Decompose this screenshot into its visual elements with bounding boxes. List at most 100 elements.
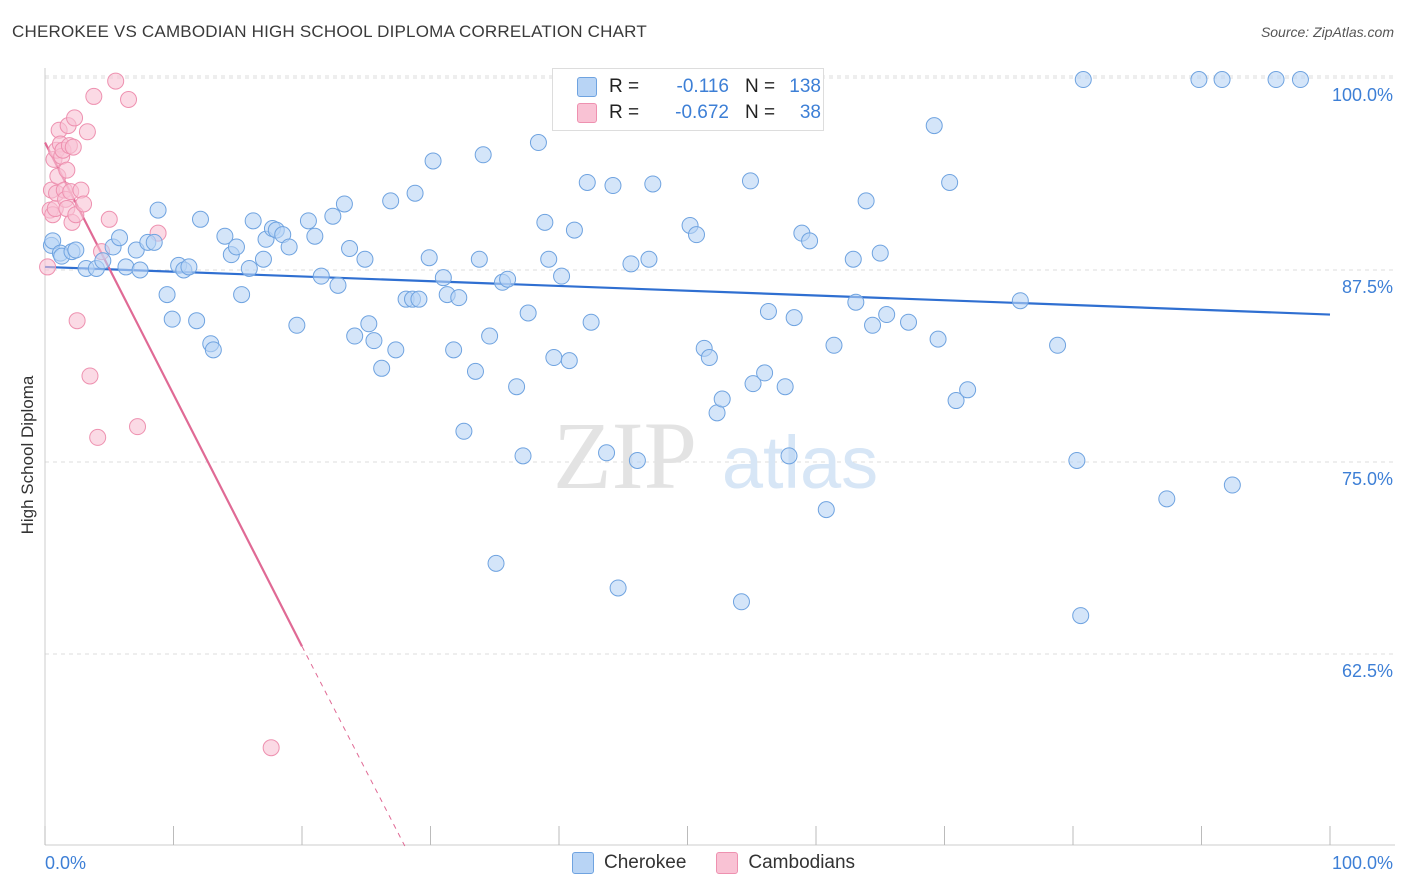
y-tick-label: 87.5% [1342,277,1393,297]
cherokee-point [94,252,112,270]
grid-lines [45,75,1395,655]
cambodian-trend-extension [301,646,406,847]
cherokee-point [1190,71,1208,89]
cherokee-point [959,381,977,399]
cherokee-point [565,221,583,239]
cambodian-point [81,367,99,385]
cherokee-point [741,172,759,190]
cherokee-point [878,306,896,324]
cherokee-point [1223,476,1241,494]
cherokee-point [578,173,596,191]
cherokee-point [756,364,774,382]
cherokee-point [780,447,798,465]
cherokee-point [628,451,646,469]
cherokee-point [145,233,163,251]
cherokee-point [1011,292,1029,310]
cherokee-point [540,250,558,268]
cherokee-point [329,276,347,294]
cambodian-point [100,210,118,228]
y-tick-label: 100.0% [1332,85,1393,105]
cherokee-point [410,290,428,308]
cherokee-point [759,302,777,320]
n-label: N = [745,102,776,123]
cherokee-point [1072,607,1090,625]
legend-row-cherokee: R = -0.116 N = 138 [577,74,821,100]
cherokee-swatch [572,852,594,874]
cherokee-point [947,392,965,410]
cherokee-point [825,336,843,354]
cherokee-point [227,238,245,256]
cherokee-point [445,341,463,359]
cherokee-point [335,195,353,213]
cambodian-points [39,72,280,757]
cherokee-point [111,229,129,247]
cherokee-points [42,71,1309,625]
n-value: 38 [799,102,821,123]
cherokee-point [163,310,181,328]
cambodian-trend-line [44,142,303,647]
cherokee-point [254,250,272,268]
cambodian-point [107,72,125,90]
cherokee-point [420,249,438,267]
cherokee-point [644,175,662,193]
cherokee-point [424,152,442,170]
cherokee-point [149,201,167,219]
r-label: R = [609,76,640,97]
cherokee-point [508,378,526,396]
x-tick-label: 0.0% [45,853,86,873]
r-value: -0.672 [675,102,729,123]
cherokee-swatch [577,77,597,97]
cherokee-point [306,227,324,245]
cherokee-point [341,239,359,257]
cambodian-point [39,258,57,276]
cherokee-point [365,332,383,350]
cherokee-point [466,362,484,380]
watermark-zip: ZIP [553,402,697,509]
cherokee-point [560,352,578,370]
cherokee-point [474,146,492,164]
cherokee-point [941,173,959,191]
cherokee-point [360,315,378,333]
cherokee-point [1213,71,1231,89]
cherokee-point [776,378,794,396]
cherokee-point [373,359,391,377]
n-value: 138 [789,76,821,97]
cambodian-point [89,428,107,446]
cherokee-point [67,241,85,259]
trend-lines [44,142,1331,847]
n-label: N = [745,76,776,97]
cherokee-point [545,349,563,367]
cambodian-point [78,123,96,141]
cambodian-point [85,87,103,105]
cherokee-point [434,269,452,287]
cherokee-point [188,312,206,330]
cherokee-point [700,349,718,367]
cambodian-swatch [577,103,597,123]
cherokee-point [929,330,947,348]
cherokee-point [864,316,882,334]
stats-legend: R = -0.116 N = 138 R = -0.672 N = 38 [552,68,824,131]
legend-item-cambodians[interactable]: Cambodians [716,852,855,874]
cherokee-point [244,212,262,230]
cherokee-point [324,207,342,225]
cherokee-point [131,261,149,279]
cherokee-point [1267,71,1285,89]
legend-label-cherokee: Cherokee [604,852,687,873]
cherokee-point [387,341,405,359]
legend-item-cherokee[interactable]: Cherokee [572,852,686,874]
cherokee-point [312,267,330,285]
cherokee-point [1049,336,1067,354]
legend-row-cambodian: R = -0.672 N = 38 [577,100,821,126]
x-tick-labels: 0.0% 100.0% [45,853,1393,873]
axes [44,68,1395,846]
cherokee-point [847,293,865,311]
source-credit: Source: ZipAtlas.com [1260,24,1394,40]
cherokee-point [519,304,537,322]
cambodian-point [64,138,82,156]
cherokee-point [233,286,251,304]
cherokee-point [553,267,571,285]
cherokee-point [288,316,306,334]
r-value: -0.116 [676,76,729,97]
cherokee-point [216,227,234,245]
cherokee-point [536,213,554,231]
